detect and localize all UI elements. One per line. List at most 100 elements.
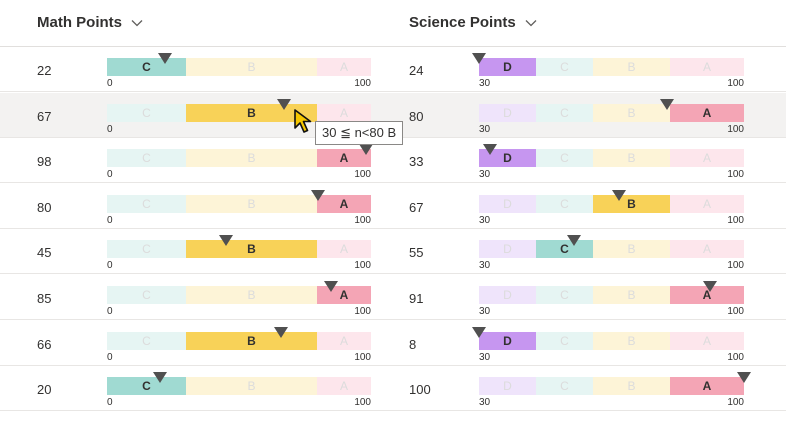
science-grade-segment-a[interactable]: A xyxy=(670,103,744,122)
science-grade-segment-c[interactable]: C xyxy=(536,240,593,259)
science-grade-segment-d[interactable]: D xyxy=(479,194,536,213)
math-value-marker xyxy=(358,144,373,156)
science-grade-segment-c[interactable]: C xyxy=(536,103,593,122)
math-axis-max-label: 100 xyxy=(354,306,371,317)
math-axis-max-label: 100 xyxy=(354,214,371,226)
math-axis-max-label: 100 xyxy=(354,169,371,181)
science-grade-segment-b[interactable]: B xyxy=(593,58,670,76)
list-row[interactable]: 20 C B A 0 100 100 D C B A 30 100 xyxy=(0,366,786,412)
math-axis-min-label: 0 xyxy=(107,306,113,317)
science-grade-segment-a[interactable]: A xyxy=(670,194,744,213)
science-grade-bar[interactable]: D C B A 30 100 xyxy=(479,235,744,271)
math-grade-segment-b[interactable]: B xyxy=(186,58,317,76)
math-grade-segment-b[interactable]: B xyxy=(186,286,317,304)
mouse-pointer-icon xyxy=(294,109,312,133)
list-row[interactable]: 66 C B A 0 100 8 D C B A 30 100 xyxy=(0,321,786,366)
math-grade-segment-b[interactable]: B xyxy=(186,331,317,350)
science-grade-segment-d[interactable]: D xyxy=(479,58,536,76)
math-grade-segment-c[interactable]: C xyxy=(107,240,186,259)
column-header-math[interactable]: Math Points xyxy=(37,14,144,31)
math-grade-segment-a[interactable]: A xyxy=(317,240,371,259)
chevron-down-icon[interactable] xyxy=(524,16,538,30)
science-grade-segment-b[interactable]: B xyxy=(593,149,670,168)
science-grade-segment-a[interactable]: A xyxy=(670,240,744,259)
list-row[interactable]: 80 C B A 0 100 67 D C B A 30 100 xyxy=(0,184,786,229)
science-grade-segment-a[interactable]: A xyxy=(670,331,744,350)
science-grade-segment-b[interactable]: B xyxy=(593,377,670,396)
math-value-marker xyxy=(311,189,326,201)
science-grade-bar[interactable]: D C B A 30 100 xyxy=(472,53,744,89)
science-grade-bar[interactable]: D C B A 30 100 xyxy=(479,189,744,226)
science-value-marker xyxy=(472,53,486,64)
science-grade-bar[interactable]: D C B A 30 100 xyxy=(479,281,744,317)
science-grade-segment-b[interactable]: B xyxy=(593,194,670,213)
math-grade-segment-b[interactable]: B xyxy=(186,377,317,396)
science-grade-segment-d[interactable]: D xyxy=(479,286,536,304)
math-grade-segment-a[interactable]: A xyxy=(317,194,371,213)
science-grade-segment-c[interactable]: C xyxy=(536,194,593,213)
list-row[interactable]: 45 C B A 0 100 55 D C B A 30 100 xyxy=(0,229,786,275)
math-grade-segment-a[interactable]: A xyxy=(317,103,371,122)
list-row[interactable]: 98 C B A 0 100 33 D C B A 30 100 xyxy=(0,138,786,184)
science-value-marker xyxy=(612,189,627,201)
math-value-marker xyxy=(274,326,289,338)
math-axis-min-label: 0 xyxy=(107,123,113,135)
science-axis-max-label: 100 xyxy=(727,397,744,409)
math-grade-segment-b[interactable]: B xyxy=(186,194,317,213)
science-axis-max-label: 100 xyxy=(727,78,744,89)
math-grade-segment-c[interactable]: C xyxy=(107,149,186,168)
math-axis-min-label: 0 xyxy=(107,260,113,272)
math-grade-segment-c[interactable]: C xyxy=(107,194,186,213)
science-grade-segment-c[interactable]: C xyxy=(536,286,593,304)
science-grade-segment-c[interactable]: C xyxy=(536,331,593,350)
science-grade-segment-b[interactable]: B xyxy=(593,331,670,350)
math-grade-segment-c[interactable]: C xyxy=(107,58,186,76)
math-axis-min-label: 0 xyxy=(107,214,113,226)
science-grade-segment-d[interactable]: D xyxy=(479,240,536,259)
math-grade-segment-b[interactable]: B xyxy=(186,149,317,168)
science-grade-segment-a[interactable]: A xyxy=(670,286,744,304)
science-grade-segment-c[interactable]: C xyxy=(536,377,593,396)
science-grade-bar[interactable]: D C B A 30 100 xyxy=(472,326,744,363)
math-value-marker xyxy=(324,281,339,292)
science-points-value: 80 xyxy=(409,108,424,124)
science-value-marker xyxy=(702,281,717,292)
science-grade-segment-d[interactable]: D xyxy=(479,377,536,396)
science-grade-segment-a[interactable]: A xyxy=(670,149,744,168)
science-grade-segment-a[interactable]: A xyxy=(670,377,744,396)
math-axis-min-label: 0 xyxy=(107,397,113,409)
science-grade-bar[interactable]: D C B A 30 100 xyxy=(479,372,751,408)
science-grade-bar[interactable]: D C B A 30 100 xyxy=(479,98,744,135)
science-grade-segment-b[interactable]: B xyxy=(593,103,670,122)
math-grade-segment-a[interactable]: A xyxy=(317,331,371,350)
math-grade-segment-a[interactable]: A xyxy=(317,377,371,396)
science-grade-segment-b[interactable]: B xyxy=(593,286,670,304)
science-grade-segment-c[interactable]: C xyxy=(536,58,593,76)
math-grade-segment-a[interactable]: A xyxy=(317,149,371,168)
math-grade-segment-c[interactable]: C xyxy=(107,103,186,122)
science-grade-segment-a[interactable]: A xyxy=(670,58,744,76)
chevron-down-icon[interactable] xyxy=(130,16,144,30)
science-grade-segment-d[interactable]: D xyxy=(479,331,536,350)
list-row[interactable]: 85 C B A 0 100 91 D C B A 30 100 xyxy=(0,275,786,320)
science-grade-bar[interactable]: D C B A 30 100 xyxy=(479,144,744,180)
science-points-value: 8 xyxy=(409,336,417,352)
list-row[interactable]: 22 C B A 0 100 24 D C B A 30 100 xyxy=(0,47,786,92)
math-grade-segment-c[interactable]: C xyxy=(107,286,186,304)
math-grade-segment-c[interactable]: C xyxy=(107,331,186,350)
math-grade-segment-a[interactable]: A xyxy=(317,58,371,76)
math-grade-segment-b[interactable]: B xyxy=(186,240,317,259)
math-grade-segment-c[interactable]: C xyxy=(107,377,186,396)
column-header-science[interactable]: Science Points xyxy=(409,14,538,31)
science-grade-segment-c[interactable]: C xyxy=(536,149,593,168)
science-grade-segment-b[interactable]: B xyxy=(593,240,670,259)
science-grade-segment-d[interactable]: D xyxy=(479,103,536,122)
